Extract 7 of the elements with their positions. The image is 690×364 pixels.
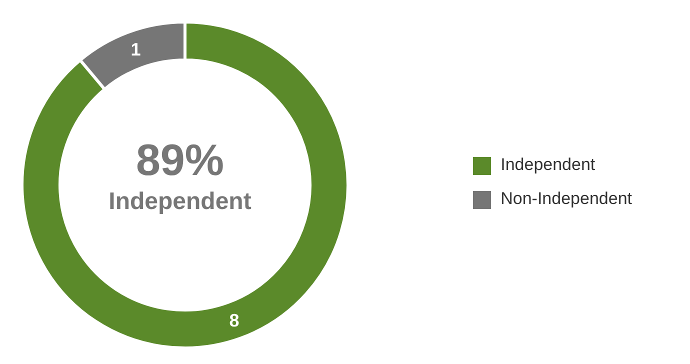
data-label: 1 [130, 40, 141, 60]
donut-slice [20, 20, 350, 350]
legend-label: Independent [500, 155, 596, 174]
data-label: 8 [229, 310, 240, 330]
text: Independent [108, 188, 252, 216]
legend-label: Non-Independent [500, 189, 632, 208]
text: 89% [134, 136, 226, 186]
